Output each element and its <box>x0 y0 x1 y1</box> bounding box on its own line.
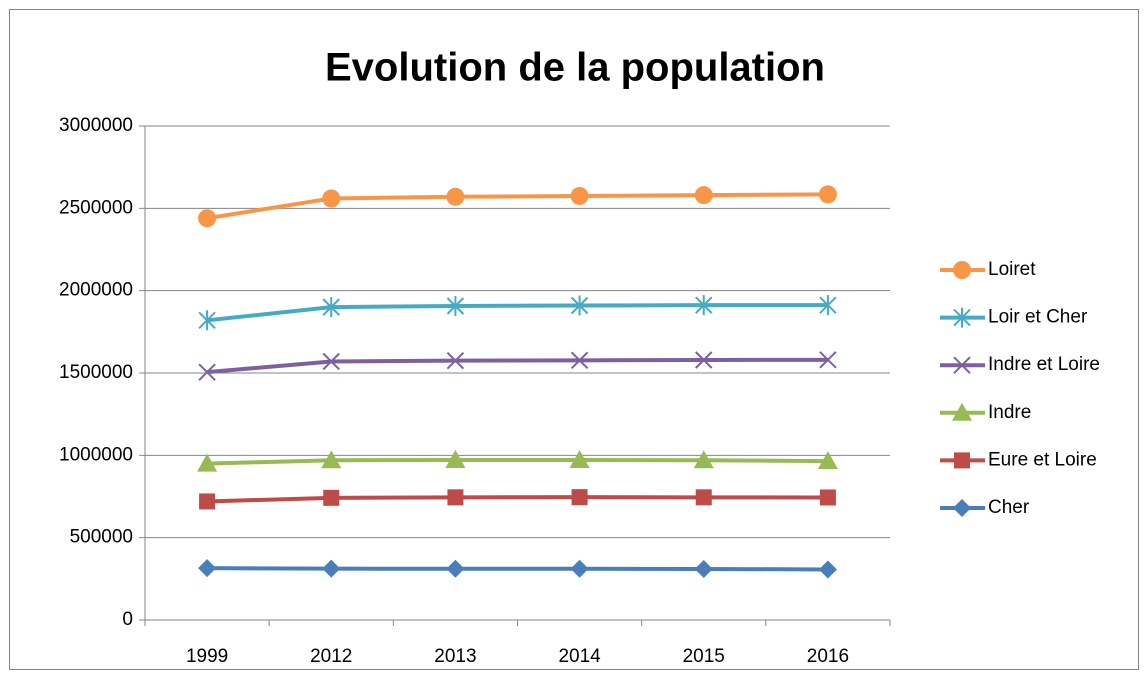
x-tick-label: 2013 <box>434 646 476 667</box>
legend-label: Cher <box>988 497 1030 518</box>
marker <box>695 295 713 316</box>
x-tick-label: 2012 <box>310 646 352 667</box>
legend-label: Loiret <box>988 259 1036 280</box>
marker <box>446 187 465 206</box>
legend-label: Eure et Loire <box>988 449 1097 470</box>
marker <box>198 559 217 578</box>
marker <box>322 297 340 318</box>
marker <box>953 356 971 374</box>
chart-border <box>9 9 1139 670</box>
marker <box>695 351 713 369</box>
marker <box>569 449 590 468</box>
chart-title: Evolution de la population <box>325 46 825 90</box>
marker <box>817 451 838 470</box>
marker <box>819 295 837 316</box>
marker <box>570 186 589 205</box>
marker <box>446 295 465 316</box>
x-tick-label: 1999 <box>186 646 228 667</box>
marker <box>570 295 589 316</box>
marker <box>199 493 216 510</box>
marker <box>197 453 218 472</box>
y-tick-label: 1000000 <box>59 444 133 465</box>
y-tick-label: 2000000 <box>59 280 133 301</box>
x-tick-label: 2015 <box>683 646 725 667</box>
y-tick-label: 3000000 <box>59 115 133 136</box>
marker <box>953 499 971 517</box>
marker <box>198 363 216 381</box>
marker <box>322 189 341 208</box>
y-tick-label: 0 <box>122 609 133 630</box>
marker <box>953 261 971 279</box>
marker <box>321 450 342 469</box>
marker <box>570 351 589 370</box>
y-tick-label: 2500000 <box>59 197 133 218</box>
marker <box>570 559 589 578</box>
marker <box>819 489 836 506</box>
marker <box>819 351 837 369</box>
legend-label: Indre et Loire <box>988 354 1100 375</box>
x-tick-label: 2014 <box>558 646 601 667</box>
series-line <box>206 192 828 221</box>
series-line <box>206 303 828 323</box>
marker <box>445 449 466 468</box>
series-line <box>207 457 828 466</box>
y-tick-label: 500000 <box>70 527 133 548</box>
marker <box>446 351 465 370</box>
marker <box>447 489 464 506</box>
marker <box>818 185 837 204</box>
marker <box>954 452 970 469</box>
marker <box>694 559 713 578</box>
marker <box>694 186 713 205</box>
marker <box>953 307 971 328</box>
marker <box>322 352 340 371</box>
series-line <box>207 495 828 504</box>
series-line <box>207 566 828 572</box>
marker <box>446 559 465 578</box>
marker <box>198 209 217 228</box>
marker <box>323 489 340 506</box>
legend-label: Indre <box>988 402 1031 423</box>
marker <box>322 559 341 578</box>
marker <box>693 450 714 469</box>
series-line <box>206 357 828 375</box>
legend-label: Loir et Cher <box>988 307 1088 328</box>
marker <box>952 402 972 421</box>
x-tick-label: 2016 <box>807 646 849 667</box>
y-tick-label: 1500000 <box>59 362 133 383</box>
marker <box>198 310 216 331</box>
marker <box>695 489 712 506</box>
marker <box>818 560 837 579</box>
marker <box>571 489 588 506</box>
